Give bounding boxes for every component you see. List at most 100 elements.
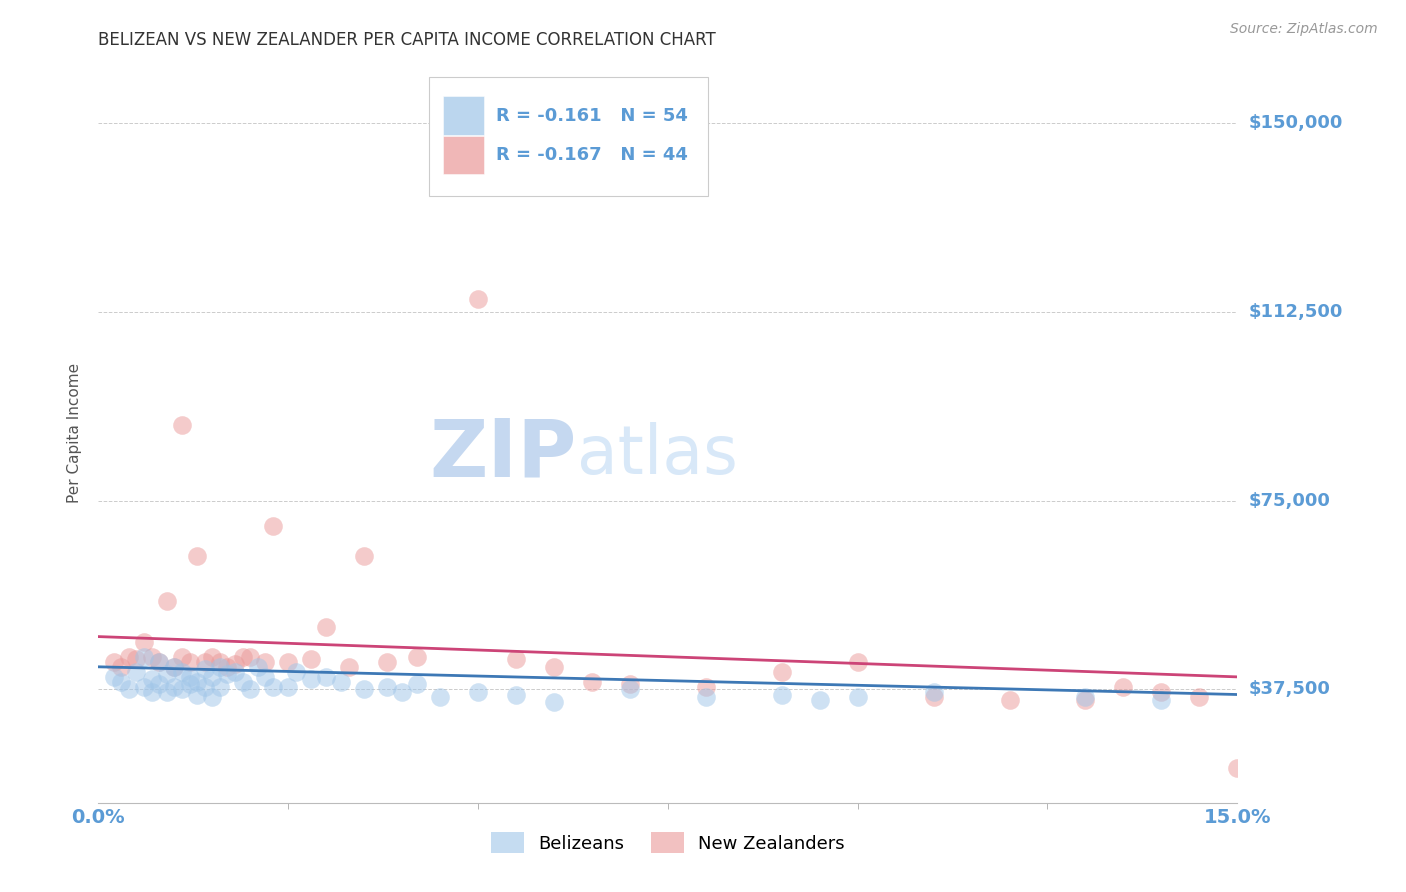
- New Zealanders: [201, 649, 224, 664]
- Belizeans: [467, 685, 489, 699]
- Belizeans: [125, 665, 148, 679]
- New Zealanders: [179, 655, 201, 669]
- Belizeans: [770, 688, 793, 702]
- New Zealanders: [1112, 680, 1135, 694]
- Belizeans: [330, 674, 353, 689]
- Belizeans: [201, 690, 224, 704]
- Belizeans: [132, 649, 155, 664]
- Belizeans: [1074, 690, 1097, 704]
- Belizeans: [246, 660, 269, 674]
- New Zealanders: [1074, 692, 1097, 706]
- New Zealanders: [125, 652, 148, 666]
- New Zealanders: [103, 655, 125, 669]
- Belizeans: [103, 670, 125, 684]
- Belizeans: [186, 688, 208, 702]
- New Zealanders: [406, 649, 429, 664]
- New Zealanders: [299, 652, 322, 666]
- FancyBboxPatch shape: [429, 78, 707, 195]
- Belizeans: [375, 680, 398, 694]
- Belizeans: [543, 695, 565, 709]
- Belizeans: [406, 677, 429, 691]
- New Zealanders: [315, 619, 337, 633]
- New Zealanders: [353, 549, 375, 563]
- Belizeans: [118, 682, 141, 697]
- Belizeans: [208, 680, 231, 694]
- Text: $75,000: $75,000: [1249, 491, 1330, 509]
- New Zealanders: [922, 690, 945, 704]
- Belizeans: [201, 670, 224, 684]
- Belizeans: [284, 665, 307, 679]
- New Zealanders: [505, 652, 527, 666]
- Belizeans: [1150, 692, 1173, 706]
- New Zealanders: [170, 649, 193, 664]
- New Zealanders: [770, 665, 793, 679]
- New Zealanders: [846, 655, 869, 669]
- Belizeans: [232, 674, 254, 689]
- Belizeans: [217, 667, 239, 681]
- Belizeans: [353, 682, 375, 697]
- New Zealanders: [224, 657, 246, 672]
- New Zealanders: [132, 634, 155, 648]
- New Zealanders: [1188, 690, 1211, 704]
- Belizeans: [194, 662, 217, 676]
- New Zealanders: [1150, 685, 1173, 699]
- FancyBboxPatch shape: [443, 96, 485, 135]
- Belizeans: [194, 680, 217, 694]
- New Zealanders: [186, 549, 208, 563]
- New Zealanders: [337, 660, 360, 674]
- Belizeans: [224, 665, 246, 679]
- Belizeans: [808, 692, 831, 706]
- New Zealanders: [254, 655, 277, 669]
- New Zealanders: [110, 660, 132, 674]
- Text: ZIP: ZIP: [429, 416, 576, 494]
- Belizeans: [141, 673, 163, 687]
- Belizeans: [110, 674, 132, 689]
- Text: R = -0.167   N = 44: R = -0.167 N = 44: [496, 146, 688, 164]
- New Zealanders: [619, 677, 641, 691]
- New Zealanders: [543, 660, 565, 674]
- Text: Source: ZipAtlas.com: Source: ZipAtlas.com: [1230, 22, 1378, 37]
- Belizeans: [262, 680, 284, 694]
- Belizeans: [148, 655, 170, 669]
- New Zealanders: [581, 674, 603, 689]
- Belizeans: [170, 682, 193, 697]
- Belizeans: [315, 670, 337, 684]
- Belizeans: [156, 685, 179, 699]
- New Zealanders: [1226, 760, 1249, 774]
- Legend: Belizeans, New Zealanders: Belizeans, New Zealanders: [484, 825, 852, 861]
- New Zealanders: [232, 649, 254, 664]
- New Zealanders: [208, 655, 231, 669]
- Belizeans: [156, 667, 179, 681]
- Belizeans: [695, 690, 717, 704]
- New Zealanders: [467, 292, 489, 306]
- Belizeans: [170, 665, 193, 679]
- New Zealanders: [118, 649, 141, 664]
- Belizeans: [922, 685, 945, 699]
- New Zealanders: [277, 655, 299, 669]
- Text: BELIZEAN VS NEW ZEALANDER PER CAPITA INCOME CORRELATION CHART: BELIZEAN VS NEW ZEALANDER PER CAPITA INC…: [98, 31, 716, 49]
- Belizeans: [148, 677, 170, 691]
- New Zealanders: [695, 680, 717, 694]
- New Zealanders: [194, 655, 217, 669]
- Belizeans: [163, 660, 186, 674]
- New Zealanders: [217, 660, 239, 674]
- Belizeans: [208, 660, 231, 674]
- New Zealanders: [262, 518, 284, 533]
- Belizeans: [163, 680, 186, 694]
- Belizeans: [186, 674, 208, 689]
- New Zealanders: [141, 649, 163, 664]
- Belizeans: [254, 670, 277, 684]
- Belizeans: [277, 680, 299, 694]
- Belizeans: [391, 685, 413, 699]
- Text: $37,500: $37,500: [1249, 681, 1330, 698]
- New Zealanders: [375, 655, 398, 669]
- Text: atlas: atlas: [576, 422, 738, 488]
- Text: $112,500: $112,500: [1249, 302, 1343, 321]
- Belizeans: [179, 670, 201, 684]
- Text: $150,000: $150,000: [1249, 114, 1343, 132]
- New Zealanders: [170, 418, 193, 433]
- Belizeans: [141, 685, 163, 699]
- Belizeans: [429, 690, 451, 704]
- Belizeans: [619, 682, 641, 697]
- Belizeans: [505, 688, 527, 702]
